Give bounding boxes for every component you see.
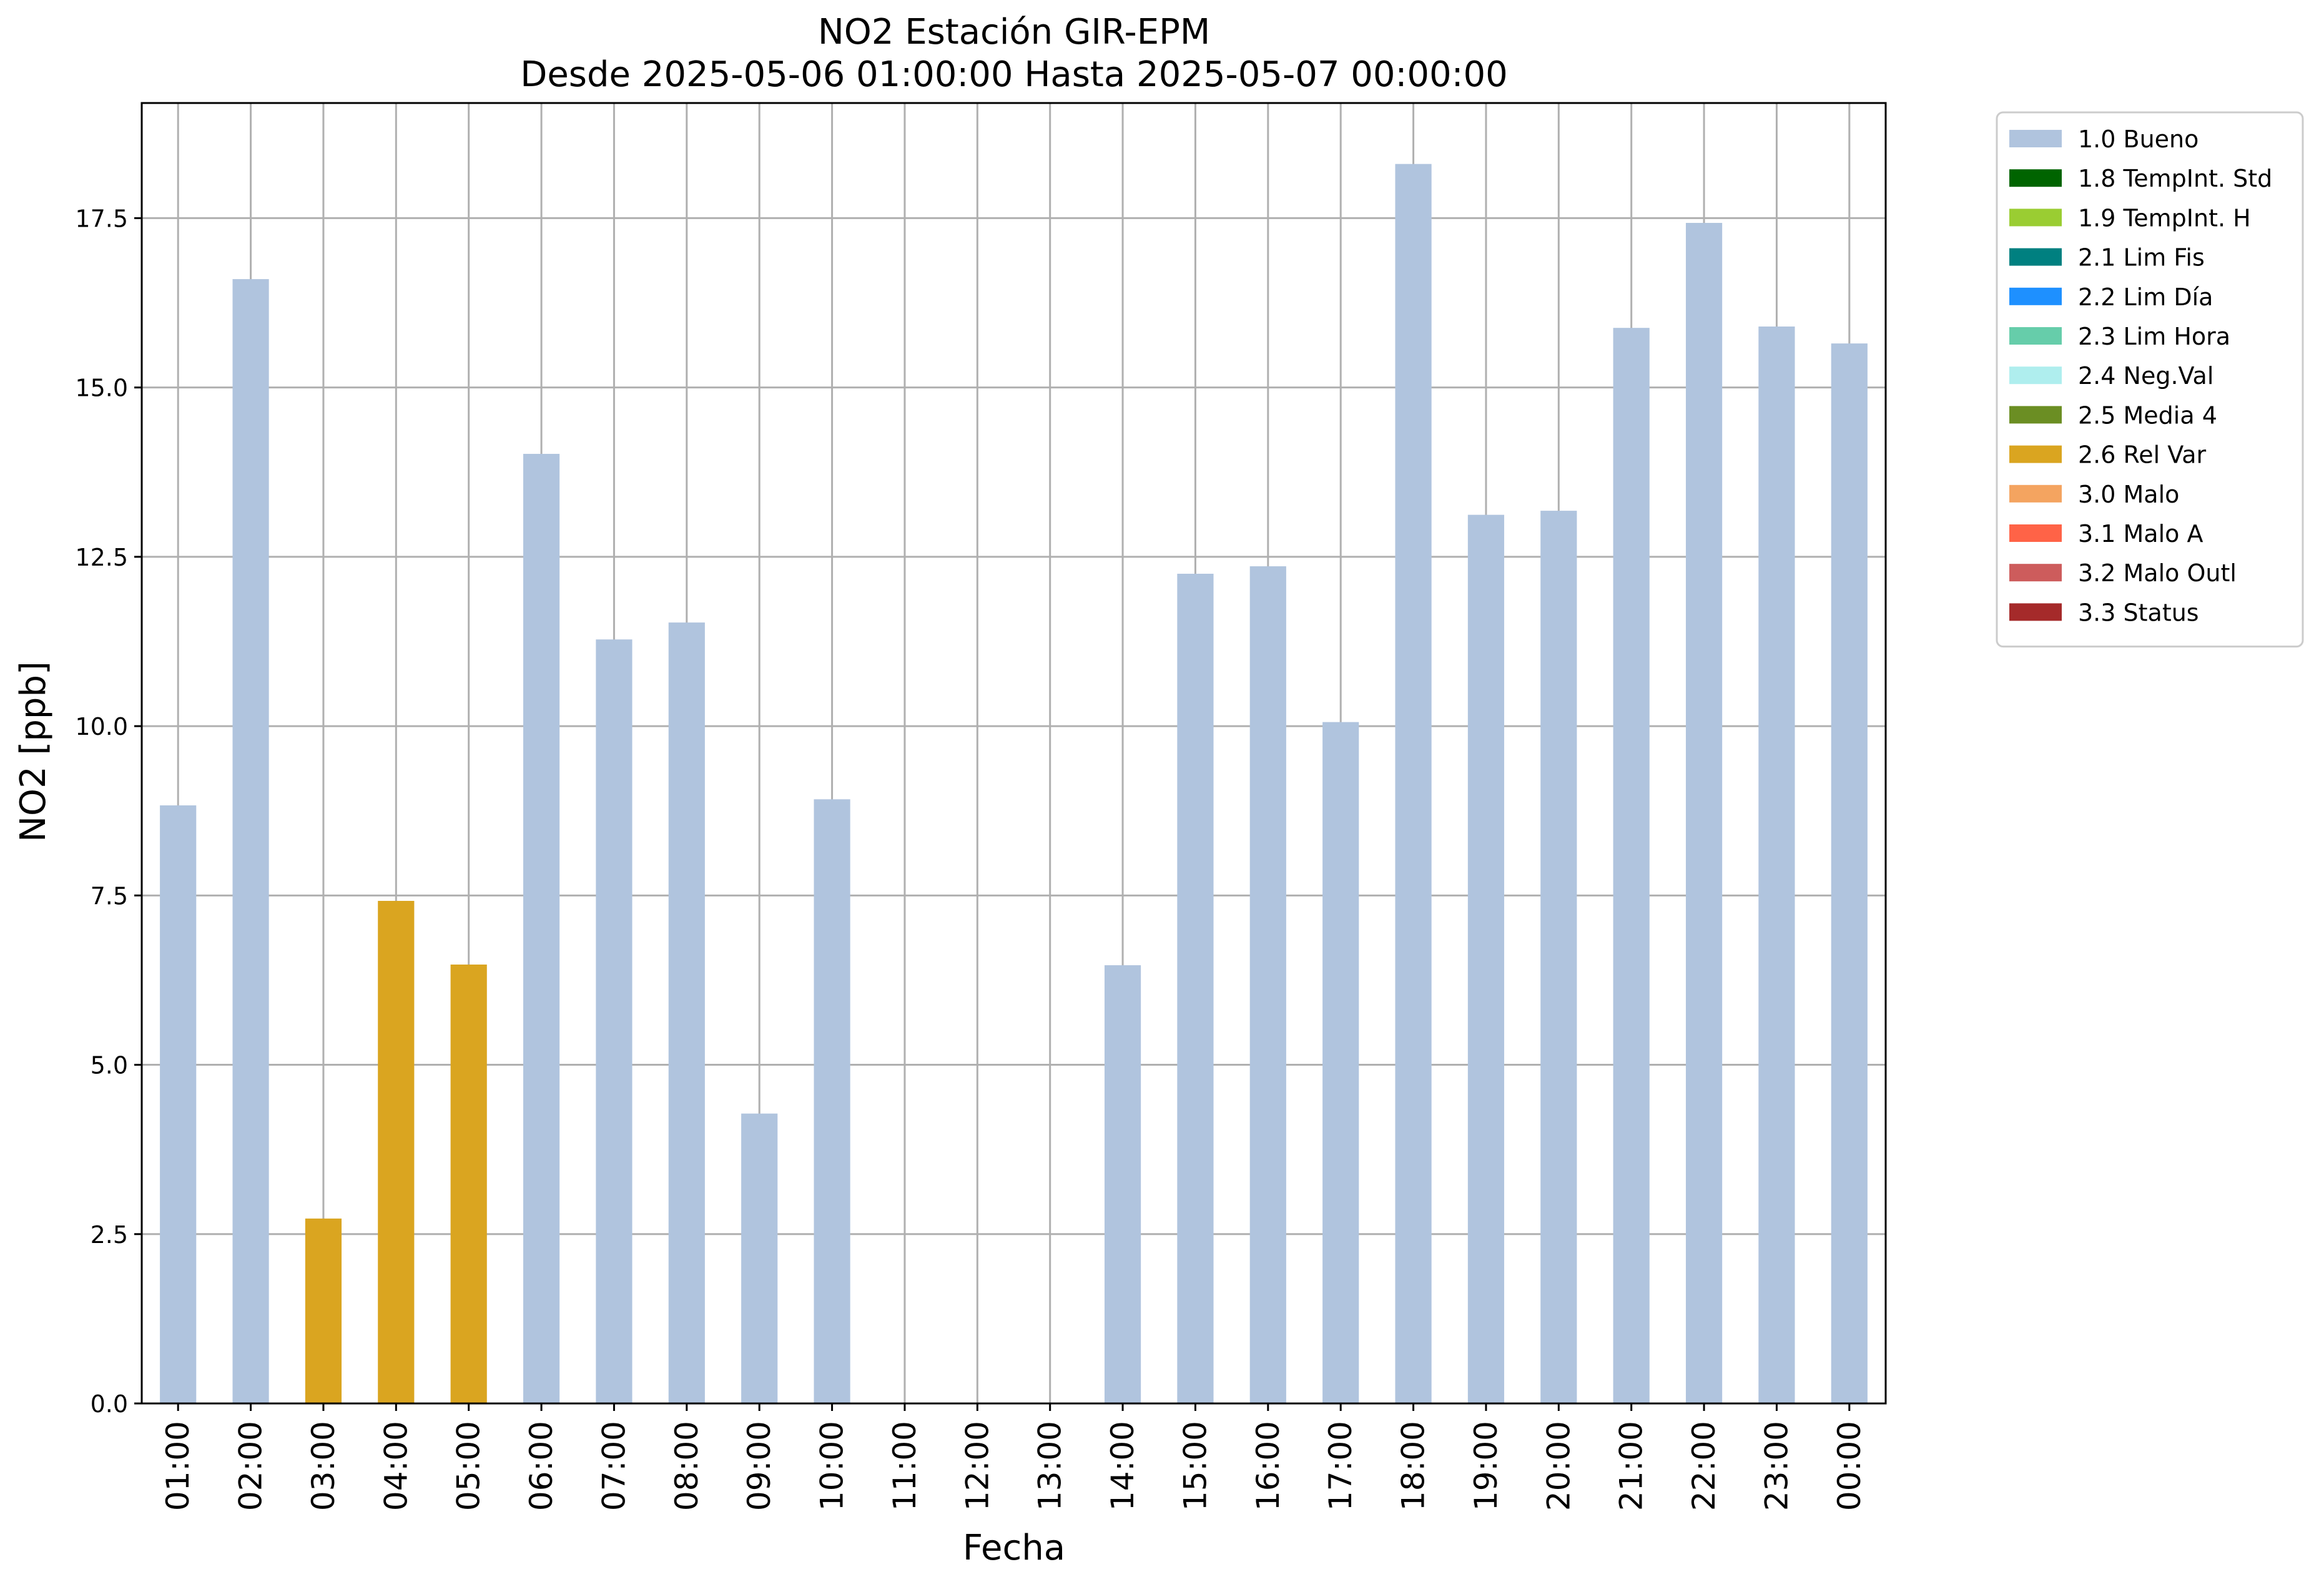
bar-03:00 [305,1218,342,1403]
x-tick-label: 02:00 [233,1421,269,1511]
legend-swatch [2009,130,2062,147]
legend-label: 2.3 Lim Hora [2078,323,2230,350]
legend: 1.0 Bueno 1.8 TempInt. Std 1.9 TempInt. H 2… [1996,111,2304,648]
legend-label: 1.9 TempInt. H [2078,204,2251,232]
plot-area-frame [140,102,1887,1405]
bar-02:00 [232,279,269,1404]
legend-swatch [2009,484,2062,503]
legend-swatch [2009,327,2062,345]
legend-label: 2.2 Lim Día [2078,283,2213,311]
legend-swatch [2009,445,2062,463]
x-tick-label: 22:00 [1686,1421,1722,1511]
bar-01:00 [160,805,197,1403]
bar-06:00 [523,453,560,1403]
x-tick-label: 06:00 [523,1421,559,1511]
bar-07:00 [596,639,633,1403]
legend-label: 2.6 Rel Var [2078,441,2207,469]
x-tick-label: 04:00 [378,1421,414,1511]
legend-label: 2.4 Neg.Val [2078,362,2213,390]
x-axis-label: Fecha [963,1528,1065,1568]
y-tick-label: 10.0 [75,713,128,740]
x-axis-ticks: 01:00 02:00 03:00 04:00 05:00 06:00 07:00 08:00… [160,1403,1868,1511]
bar-10:00 [814,799,850,1403]
bar-23:00 [1758,327,1795,1403]
x-tick-label: 08:00 [669,1421,705,1511]
y-tick-label: 2.5 [91,1221,128,1249]
legend-swatch [2009,366,2062,385]
x-tick-label: 20:00 [1540,1421,1577,1511]
legend-swatch [2009,406,2062,424]
legend-swatch [2009,287,2062,305]
x-tick-label: 03:00 [305,1421,342,1511]
x-tick-label: 23:00 [1758,1421,1795,1511]
legend-swatch [2009,248,2062,266]
bar-18:00 [1395,164,1432,1403]
bar-00:00 [1831,343,1868,1404]
x-tick-label: 18:00 [1396,1421,1432,1511]
bar-15:00 [1177,574,1214,1403]
bar-21:00 [1613,328,1650,1403]
bar-17:00 [1322,722,1359,1403]
x-tick-label: 14:00 [1105,1421,1141,1511]
y-tick-label: 5.0 [91,1052,128,1079]
bar-16:00 [1249,566,1286,1403]
bar-04:00 [378,901,415,1403]
legend-label: 2.5 Media 4 [2078,401,2217,429]
x-tick-label: 17:00 [1322,1421,1359,1511]
legend-frame [1996,111,2304,648]
chart-subtitle: Desde 2025-05-06 01:00:00 Hasta 2025-05-… [520,54,1508,95]
bar-09:00 [741,1113,778,1403]
legend-swatch [2009,209,2062,227]
x-tick-label: 00:00 [1831,1421,1868,1511]
bar-14:00 [1104,965,1141,1403]
legend-label: 1.0 Bueno [2078,125,2198,153]
legend-label: 1.8 TempInt. Std [2078,165,2272,192]
x-tick-label: 09:00 [741,1421,777,1511]
legend-swatch [2009,524,2062,542]
y-tick-label: 7.5 [91,882,128,910]
y-tick-label: 17.5 [75,205,128,232]
x-tick-label: 21:00 [1613,1421,1650,1511]
bars [160,164,1868,1404]
x-tick-label: 05:00 [451,1421,487,1511]
x-tick-label: 07:00 [596,1421,632,1511]
y-axis-ticks: 0.0 2.5 5.0 7.5 10.0 12.5 15.0 17.5 [75,205,142,1418]
x-tick-label: 19:00 [1468,1421,1504,1511]
legend-label: 3.1 Malo A [2078,520,2203,548]
legend-swatch [2009,169,2062,187]
legend-label: 2.1 Lim Fis [2078,244,2205,272]
bar-08:00 [668,622,705,1403]
x-tick-label: 13:00 [1032,1421,1068,1511]
x-tick-label: 12:00 [959,1421,995,1511]
y-axis-label: NO2 [ppb] [13,661,54,842]
legend-label: 3.0 Malo [2078,481,2179,508]
x-tick-label: 16:00 [1250,1421,1286,1511]
bar-20:00 [1540,511,1577,1403]
x-tick-label: 01:00 [160,1421,196,1511]
x-tick-label: 11:00 [887,1421,923,1511]
bar-05:00 [450,964,487,1403]
y-tick-label: 15.0 [75,375,128,402]
legend-swatch [2009,564,2062,582]
x-tick-label: 10:00 [814,1421,850,1511]
chart-title: NO2 Estación GIR-EPM [818,12,1210,52]
legend-label: 3.2 Malo Outl [2078,559,2237,587]
x-tick-label: 15:00 [1177,1421,1213,1511]
y-tick-label: 12.5 [75,544,128,571]
legend-swatch [2009,603,2062,621]
legend-label: 3.3 Status [2078,599,2199,626]
y-tick-label: 0.0 [91,1390,128,1418]
bar-22:00 [1685,223,1723,1403]
bar-19:00 [1467,514,1505,1403]
